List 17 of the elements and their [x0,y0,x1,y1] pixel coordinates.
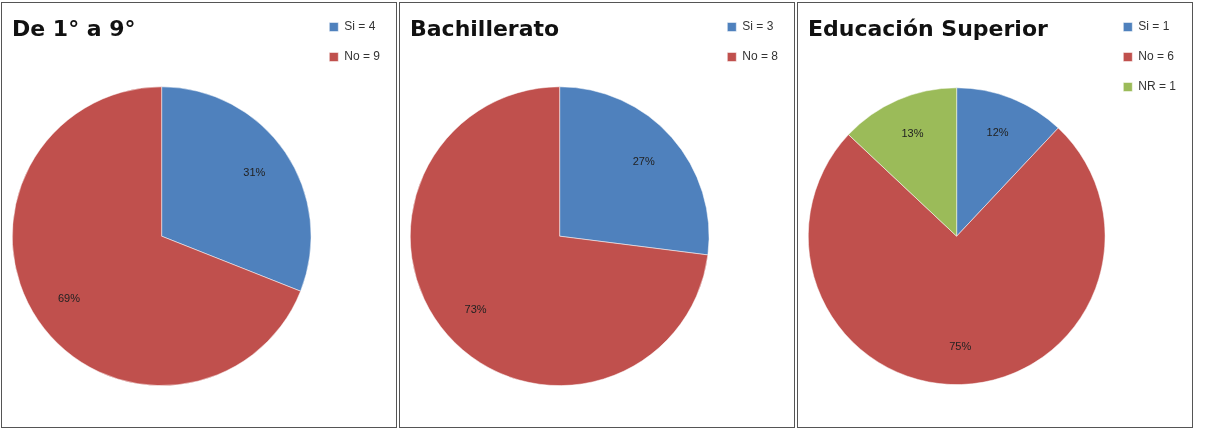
data-label: 12% [986,125,1009,138]
chart-title: Bachillerato [410,15,560,41]
data-label: 69% [57,292,81,305]
legend-label: No = 6 [1138,49,1175,64]
data-label: 31% [243,166,266,179]
data-label: 73% [464,303,487,316]
legend-label: NR = 1 [1138,79,1177,94]
data-label: 13% [901,127,924,140]
legend-label: Si = 4 [344,19,376,34]
chart-title: De 1° a 9° [12,15,136,41]
legend-label: Si = 1 [1138,19,1170,34]
chart-title: Educación Superior [808,15,1049,41]
legend-label: No = 8 [742,49,779,64]
legend-label: No = 9 [344,49,381,64]
data-label: 27% [632,155,655,168]
data-label: 75% [949,340,972,353]
legend-label: Si = 3 [742,19,774,34]
